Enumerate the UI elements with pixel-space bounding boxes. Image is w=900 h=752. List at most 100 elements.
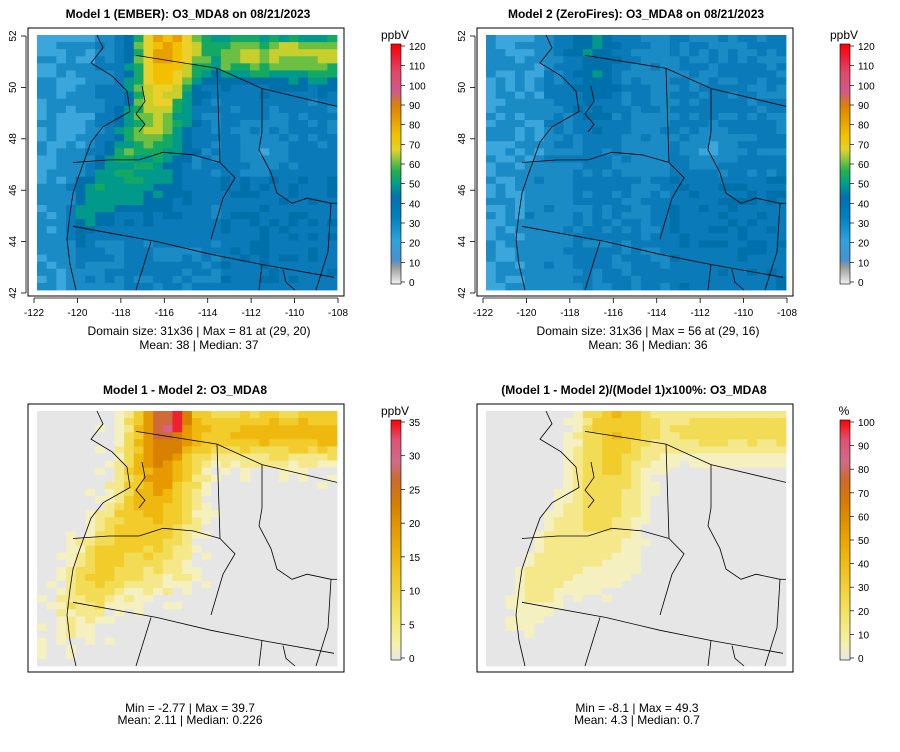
heatmap-cell	[259, 112, 270, 121]
heatmap-cell	[240, 56, 251, 64]
heatmap-cell	[114, 212, 125, 220]
heatmap-cell	[563, 70, 574, 78]
heatmap-cell	[66, 503, 77, 511]
heatmap-cell	[766, 162, 777, 170]
heatmap-cell	[288, 56, 299, 64]
heatmap-cell	[278, 275, 290, 284]
heatmap-cell	[307, 524, 319, 532]
heatmap-cell	[505, 134, 516, 142]
heatmap-cell	[143, 261, 154, 270]
heatmap-cell	[573, 559, 584, 568]
heatmap-cell	[660, 446, 671, 454]
heatmap-cell	[573, 63, 584, 71]
heatmap-cell	[573, 474, 584, 483]
heatmap-cell	[259, 162, 270, 170]
heatmap-cell	[621, 91, 632, 100]
heatmap-cell	[553, 127, 564, 135]
heatmap-cell	[114, 481, 125, 490]
heatmap-cell	[679, 595, 690, 603]
heatmap-cell	[505, 254, 516, 263]
colorbar-tick-label: 20	[858, 239, 870, 250]
heatmap-cell	[495, 127, 506, 135]
heatmap-cell	[737, 418, 748, 426]
heatmap-cell	[230, 183, 241, 192]
heatmap-cell	[534, 637, 545, 646]
heatmap-cell	[259, 261, 270, 270]
heatmap-cell	[553, 503, 564, 511]
heatmap-cell	[486, 205, 497, 213]
heatmap-cell	[698, 197, 709, 206]
heatmap-cell	[679, 141, 690, 149]
heatmap-cell	[46, 183, 57, 192]
heatmap-cell	[582, 503, 593, 511]
heatmap-cell	[553, 630, 564, 639]
heatmap-cell	[259, 453, 270, 461]
heatmap-cell	[631, 446, 642, 454]
heatmap-cell	[727, 510, 739, 518]
heatmap-cell	[153, 510, 164, 518]
heatmap-cell	[708, 127, 719, 135]
heatmap-cell	[486, 531, 497, 539]
heatmap-cell	[143, 432, 154, 440]
heatmap-cell	[631, 588, 642, 596]
heatmap-cell	[95, 623, 106, 631]
heatmap-cell	[133, 545, 144, 554]
heatmap-cell	[288, 268, 299, 277]
heatmap-cell	[718, 503, 729, 511]
heatmap-cell	[307, 630, 319, 639]
heatmap-cell	[669, 439, 680, 447]
heatmap-cell	[143, 155, 154, 163]
heatmap-cell	[621, 460, 632, 469]
heatmap-cell	[747, 63, 758, 71]
heatmap-cell	[56, 112, 67, 121]
heatmap-cell	[582, 49, 593, 57]
heatmap-cell	[563, 98, 574, 107]
heatmap-cell	[708, 190, 719, 199]
heatmap-cell	[640, 98, 651, 107]
heatmap-cell	[191, 609, 202, 617]
heatmap-cell	[182, 488, 193, 497]
heatmap-cell	[162, 453, 173, 461]
heatmap-cell	[747, 616, 758, 624]
heatmap-cell	[515, 545, 526, 554]
heatmap-cell	[776, 268, 787, 277]
heatmap-cell	[201, 651, 212, 660]
heatmap-cell	[37, 233, 48, 241]
heatmap-cell	[37, 105, 48, 114]
heatmap-cell	[766, 275, 777, 284]
heatmap-cell	[191, 439, 202, 447]
heatmap-cell	[211, 247, 222, 255]
heatmap-cell	[650, 602, 661, 610]
heatmap-cell	[95, 226, 106, 234]
heatmap-cell	[327, 453, 338, 461]
heatmap-cell	[544, 488, 555, 497]
heatmap-cell	[201, 247, 212, 255]
heatmap-cell	[689, 616, 700, 624]
heatmap-cell	[505, 261, 516, 270]
heatmap-cell	[718, 566, 729, 575]
heatmap-cell	[544, 446, 555, 454]
heatmap-cell	[553, 176, 564, 185]
heatmap-cell	[611, 282, 622, 291]
heatmap-cell	[230, 148, 241, 156]
heatmap-cell	[66, 510, 77, 518]
heatmap-cell	[495, 84, 506, 93]
heatmap-cell	[573, 460, 584, 469]
heatmap-cell	[104, 197, 115, 206]
heatmap-cell	[288, 460, 299, 469]
heatmap-cell	[230, 141, 241, 149]
heatmap-cell	[278, 155, 290, 163]
heatmap-cell	[95, 510, 106, 518]
heatmap-cell	[153, 233, 164, 241]
heatmap-cell	[327, 581, 338, 589]
heatmap-cell	[650, 226, 661, 234]
heatmap-cell	[104, 77, 115, 85]
heatmap-cell	[650, 651, 661, 660]
heatmap-cell	[114, 70, 125, 78]
heatmap-cell	[230, 268, 241, 277]
heatmap-cell	[220, 70, 231, 78]
heatmap-cell	[220, 503, 231, 511]
heatmap-cell	[486, 418, 497, 426]
heatmap-cell	[592, 552, 603, 561]
heatmap-cell	[66, 261, 77, 270]
